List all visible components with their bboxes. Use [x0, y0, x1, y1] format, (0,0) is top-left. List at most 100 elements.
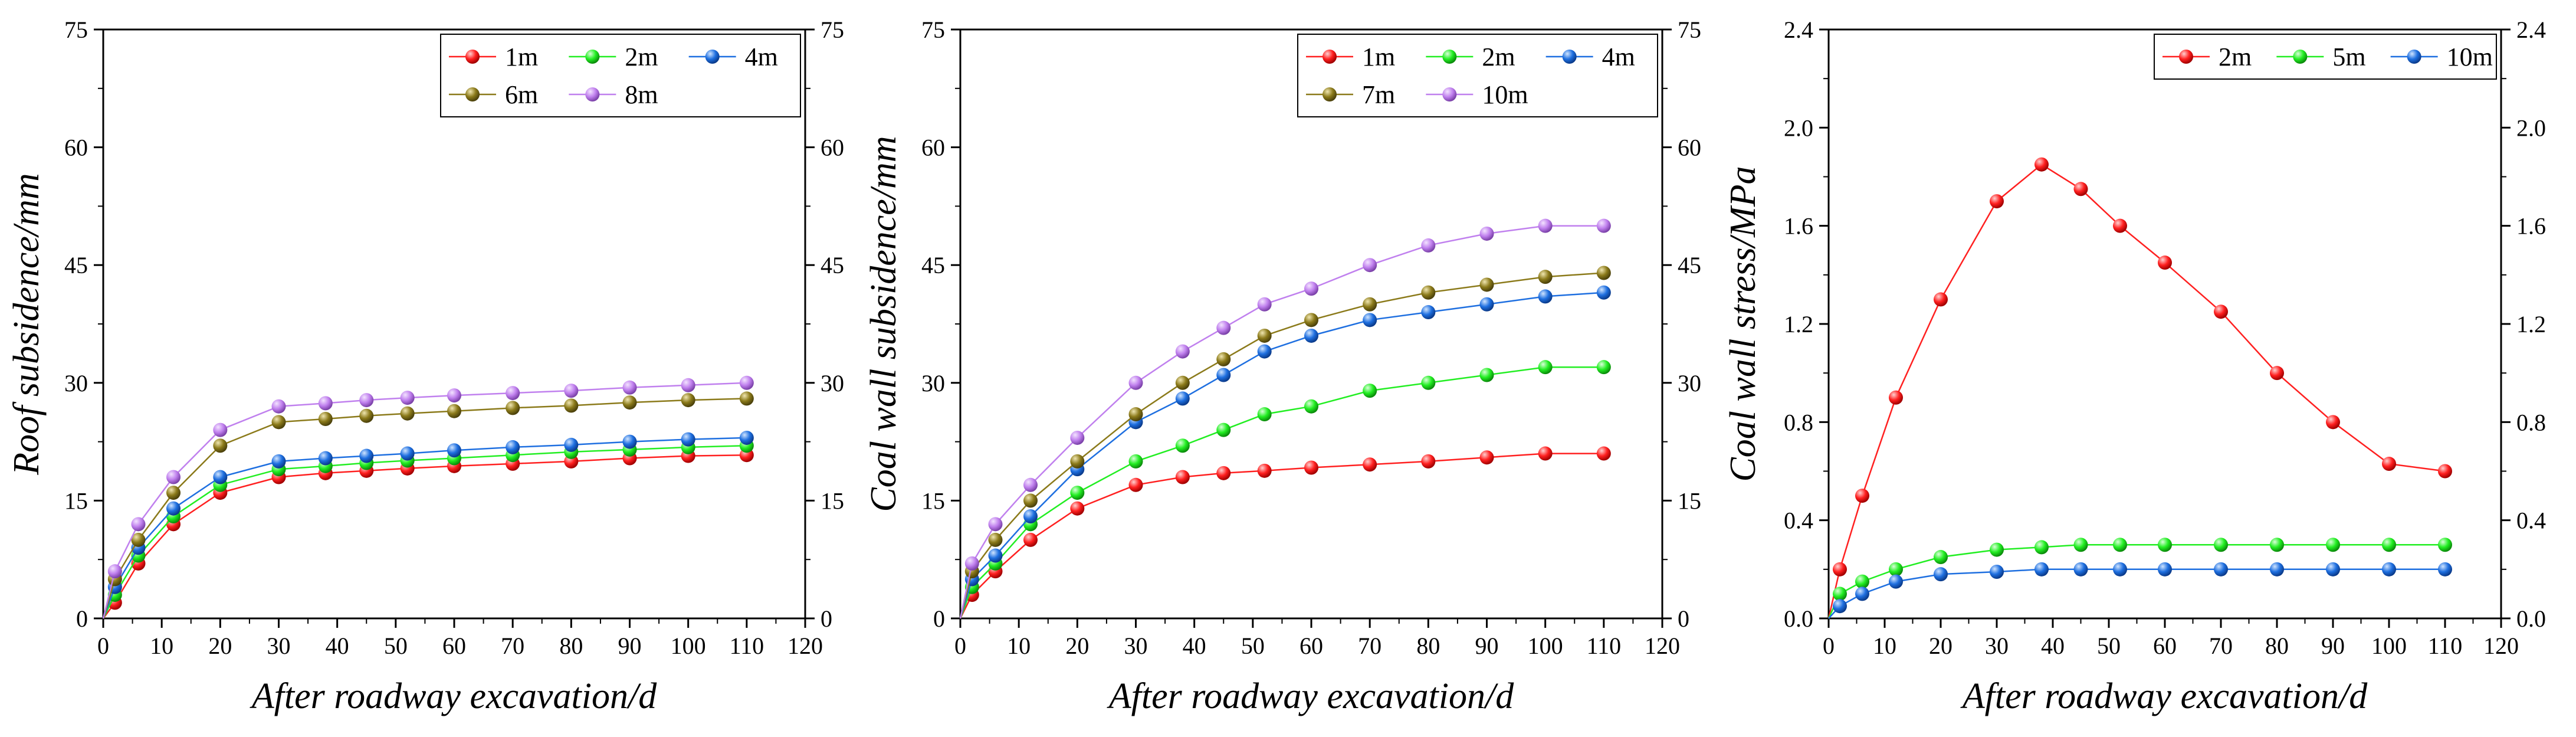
x-tick-label: 10	[150, 633, 173, 659]
data-point-10m	[1479, 226, 1494, 241]
y-tick-label-left: 0.4	[1784, 507, 1813, 534]
data-point-10m	[1128, 375, 1143, 390]
data-point-2m	[1889, 390, 1903, 405]
data-point-4m	[359, 448, 374, 463]
data-point-4m	[988, 548, 1003, 563]
series-line-7m	[959, 272, 1604, 619]
x-tick-label: 120	[1645, 633, 1680, 659]
y-tick-label-right: 2.0	[2516, 114, 2546, 141]
legend-swatch-marker	[1442, 50, 1457, 64]
data-point-2m	[2326, 415, 2340, 430]
data-point-1m	[1421, 454, 1436, 469]
data-point-6m	[564, 398, 579, 413]
data-point-8m	[447, 388, 461, 403]
y-tick-label-left: 0.8	[1784, 409, 1813, 435]
series-line-4m	[102, 437, 747, 619]
data-point-4m	[447, 443, 461, 458]
data-point-6m	[622, 395, 637, 410]
x-tick-label: 50	[2097, 633, 2121, 659]
data-point-8m	[681, 378, 695, 392]
series-line-6m	[102, 398, 747, 619]
x-tick-label: 40	[2041, 633, 2065, 659]
data-point-4m	[318, 451, 333, 466]
x-tick-label: 40	[1183, 633, 1206, 659]
y-tick-label-left: 0	[933, 605, 945, 632]
data-point-1m	[1479, 450, 1494, 465]
data-point-10m	[2158, 562, 2172, 577]
data-point-10m	[1216, 320, 1231, 335]
x-tick-label: 80	[1416, 633, 1440, 659]
data-point-8m	[739, 375, 754, 390]
data-point-5m	[2214, 538, 2228, 552]
data-point-10m	[1257, 297, 1272, 312]
data-point-4m	[1023, 509, 1038, 524]
y-tick-label-right: 60	[1678, 135, 1701, 161]
x-tick-label: 20	[1929, 633, 1952, 659]
y-tick-label-right: 30	[1678, 370, 1701, 397]
data-point-6m	[271, 415, 286, 430]
data-point-4m	[213, 470, 228, 484]
data-point-7m	[1421, 285, 1436, 300]
data-point-8m	[564, 384, 579, 398]
y-tick-label-left: 0	[76, 605, 88, 632]
legend-swatch-marker	[1323, 87, 1337, 101]
y-tick-label-right: 75	[821, 17, 844, 43]
data-point-10m	[988, 517, 1003, 532]
y-tick-label-left: 0.0	[1784, 605, 1813, 632]
legend-label-5m: 5m	[2332, 42, 2365, 71]
series-line-8m	[102, 382, 747, 619]
data-point-10m	[1023, 477, 1038, 492]
y-tick-label-right: 0	[1678, 605, 1689, 632]
legend-swatch-marker	[585, 87, 600, 101]
data-point-1m	[1538, 446, 1553, 461]
data-point-2m	[1855, 489, 1869, 503]
y-axis-title: Roof subsidence/mm	[6, 173, 47, 475]
series-line-1m	[102, 454, 747, 619]
plot-frame	[102, 28, 806, 620]
data-point-2m	[2158, 256, 2172, 270]
x-tick-label: 90	[1475, 633, 1499, 659]
data-point-5m	[2158, 538, 2172, 552]
data-point-1m	[1070, 501, 1085, 516]
chart-panel-coal-wall-subsidence: 1m 2m 4m 7m 10m 0 10 20 30 40 50 60 70 80 90 100 110 120…	[864, 17, 1701, 716]
data-point-7m	[1363, 297, 1377, 312]
x-tick-label: 110	[1587, 633, 1622, 659]
legend-label-4m: 4m	[1602, 42, 1635, 71]
legend-box	[1297, 34, 1658, 117]
data-point-2m	[1833, 562, 1847, 577]
x-tick-label: 90	[618, 633, 642, 659]
y-tick-label-left: 45	[64, 252, 88, 279]
x-tick-label: 110	[730, 633, 764, 659]
legend-label-2m: 2m	[625, 42, 658, 71]
data-point-8m	[506, 386, 520, 401]
data-point-5m	[1990, 542, 2004, 557]
data-point-2m	[2438, 464, 2452, 479]
data-point-8m	[107, 564, 122, 579]
data-point-2m	[1363, 384, 1377, 398]
data-point-2m	[1257, 407, 1272, 422]
x-tick-label: 80	[559, 633, 583, 659]
series-layer	[1827, 157, 2452, 619]
data-point-1m	[1257, 463, 1272, 478]
data-point-4m	[622, 434, 637, 449]
y-tick-label-right: 75	[1678, 17, 1701, 43]
data-point-8m	[213, 422, 228, 437]
ticks	[1819, 28, 2511, 628]
data-point-10m	[1175, 344, 1190, 359]
data-point-6m	[318, 412, 333, 427]
legend-label-1m: 1m	[1362, 42, 1395, 71]
x-tick-label: 40	[326, 633, 349, 659]
data-point-2m	[2034, 157, 2049, 172]
data-point-2m	[2113, 218, 2127, 233]
y-axis-title: Coal wall subsidence/mm	[864, 136, 904, 512]
data-point-10m	[2326, 562, 2340, 577]
data-point-4m	[1216, 368, 1231, 382]
data-point-10m	[2270, 562, 2284, 577]
x-tick-label: 70	[501, 633, 524, 659]
data-point-6m	[739, 391, 754, 406]
y-tick-label-left: 15	[921, 487, 945, 514]
data-point-5m	[2113, 538, 2127, 552]
data-point-10m	[2034, 562, 2049, 577]
